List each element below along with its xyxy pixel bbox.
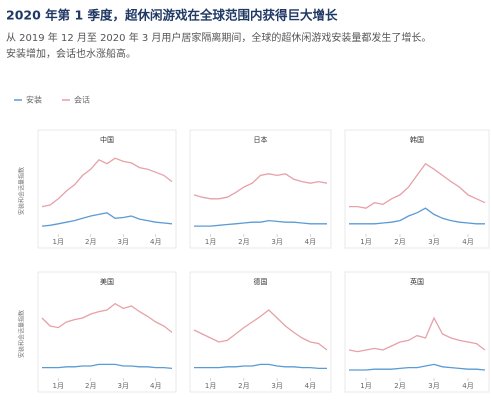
- x-tick-label: 4月: [462, 238, 473, 246]
- series-line: [41, 302, 173, 333]
- x-tick-label: 2月: [85, 382, 96, 390]
- series-line: [349, 207, 485, 225]
- x-tick-label: 1月: [205, 238, 216, 246]
- x-tick-label: 2月: [85, 238, 96, 246]
- x-tick-label: 3月: [428, 238, 439, 246]
- chart-title: 韩国: [410, 135, 424, 144]
- x-tick-label: 4月: [150, 382, 161, 390]
- panel: [189, 129, 332, 249]
- panel: [37, 129, 177, 249]
- y-axis-label: 安装和会话量指数: [18, 310, 26, 358]
- series-line: [193, 309, 328, 351]
- x-tick-label: 1月: [53, 382, 64, 390]
- legend-label: 安装: [26, 95, 42, 105]
- x-tick-label: 2月: [238, 382, 249, 390]
- panel: [189, 271, 332, 393]
- panel: [344, 271, 490, 393]
- x-tick-label: 3月: [271, 382, 282, 390]
- panel: [344, 129, 490, 249]
- page-title: 2020 年第 1 季度，超休闲游戏在全球范围内获得巨大增长: [6, 8, 338, 23]
- x-tick-label: 2月: [394, 382, 405, 390]
- legend-label: 会话: [74, 95, 90, 105]
- x-tick-label: 3月: [118, 382, 129, 390]
- x-tick-label: 3月: [271, 238, 282, 246]
- x-tick-label: 1月: [205, 382, 216, 390]
- x-tick-label: 1月: [360, 238, 371, 246]
- series-line: [194, 219, 327, 227]
- x-tick-label: 3月: [428, 382, 439, 390]
- series-line: [349, 162, 486, 209]
- subtitle: 从 2019 年 12 月至 2020 年 3 月用户居家隔离期间，全球的超休闲…: [6, 31, 431, 44]
- series-line: [349, 363, 486, 371]
- series-line: [42, 363, 173, 370]
- subtitle: 安装增加，会话也水涨船高。: [6, 47, 136, 60]
- panel: [37, 271, 177, 393]
- chart-title: 日本: [254, 135, 268, 144]
- series-line: [348, 316, 486, 353]
- chart-title: 中国: [100, 135, 114, 144]
- x-tick-label: 1月: [360, 382, 371, 390]
- x-tick-label: 3月: [118, 238, 129, 246]
- series-line: [41, 212, 173, 227]
- x-tick-label: 2月: [394, 238, 405, 246]
- series-line: [193, 173, 328, 200]
- x-tick-label: 4月: [150, 238, 161, 246]
- x-tick-label: 2月: [238, 238, 249, 246]
- series-line: [194, 363, 327, 370]
- x-tick-label: 1月: [53, 238, 64, 246]
- chart-title: 美国: [100, 277, 114, 286]
- series-line: [41, 157, 173, 208]
- x-tick-label: 4月: [305, 238, 316, 246]
- chart-title: 德国: [254, 277, 268, 286]
- x-tick-label: 4月: [462, 382, 473, 390]
- y-axis-label: 安装和会话量指数: [18, 167, 26, 215]
- chart-title: 英国: [410, 277, 424, 286]
- x-tick-label: 4月: [305, 382, 316, 390]
